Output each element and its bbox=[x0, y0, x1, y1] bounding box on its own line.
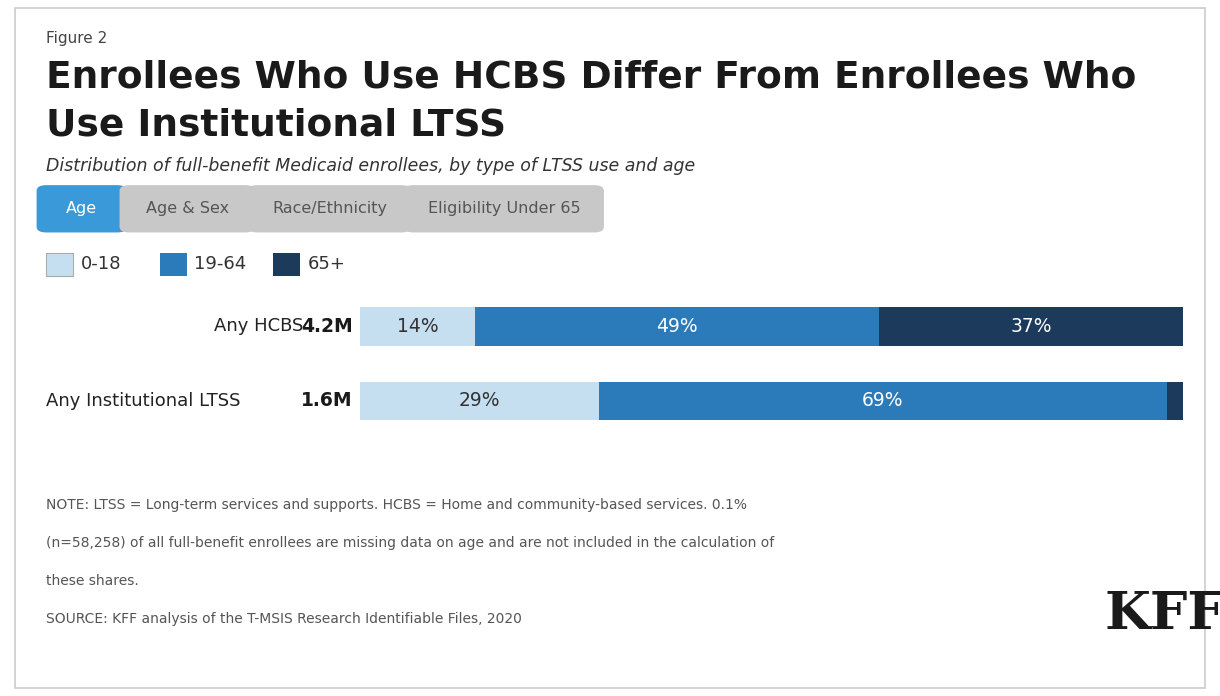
Text: 49%: 49% bbox=[656, 317, 698, 336]
Text: Any HCBS: Any HCBS bbox=[214, 317, 303, 335]
Text: Use Institutional LTSS: Use Institutional LTSS bbox=[46, 108, 506, 144]
Text: these shares.: these shares. bbox=[46, 574, 139, 588]
Text: Eligibility Under 65: Eligibility Under 65 bbox=[427, 201, 581, 216]
Bar bbox=[878, 307, 1183, 346]
Text: 0-18: 0-18 bbox=[81, 255, 121, 274]
Text: Distribution of full-benefit Medicaid enrollees, by type of LTSS use and age: Distribution of full-benefit Medicaid en… bbox=[46, 157, 695, 175]
Text: Age & Sex: Age & Sex bbox=[145, 201, 229, 216]
Text: 1.6M: 1.6M bbox=[301, 391, 353, 411]
Text: 65+: 65+ bbox=[307, 255, 345, 274]
Text: Age: Age bbox=[66, 201, 98, 216]
Text: 19-64: 19-64 bbox=[194, 255, 246, 274]
Text: Enrollees Who Use HCBS Differ From Enrollees Who: Enrollees Who Use HCBS Differ From Enrol… bbox=[46, 59, 1137, 95]
Text: Race/Ethnicity: Race/Ethnicity bbox=[272, 201, 387, 216]
Text: 14%: 14% bbox=[396, 317, 438, 336]
Text: SOURCE: KFF analysis of the T-MSIS Research Identifiable Files, 2020: SOURCE: KFF analysis of the T-MSIS Resea… bbox=[46, 612, 522, 626]
Text: 4.2M: 4.2M bbox=[301, 317, 353, 336]
Bar bbox=[599, 381, 1166, 420]
Text: Figure 2: Figure 2 bbox=[46, 31, 107, 47]
Bar bbox=[475, 307, 878, 346]
Bar bbox=[360, 307, 475, 346]
Bar bbox=[1166, 381, 1183, 420]
Text: 29%: 29% bbox=[459, 391, 500, 411]
Text: KFF: KFF bbox=[1104, 590, 1220, 640]
Bar bbox=[360, 381, 599, 420]
Text: (n=58,258) of all full-benefit enrollees are missing data on age and are not inc: (n=58,258) of all full-benefit enrollees… bbox=[46, 536, 775, 550]
Text: NOTE: LTSS = Long-term services and supports. HCBS = Home and community-based se: NOTE: LTSS = Long-term services and supp… bbox=[46, 498, 748, 512]
Text: Any Institutional LTSS: Any Institutional LTSS bbox=[46, 392, 240, 410]
Text: 37%: 37% bbox=[1010, 317, 1052, 336]
Text: 69%: 69% bbox=[863, 391, 904, 411]
